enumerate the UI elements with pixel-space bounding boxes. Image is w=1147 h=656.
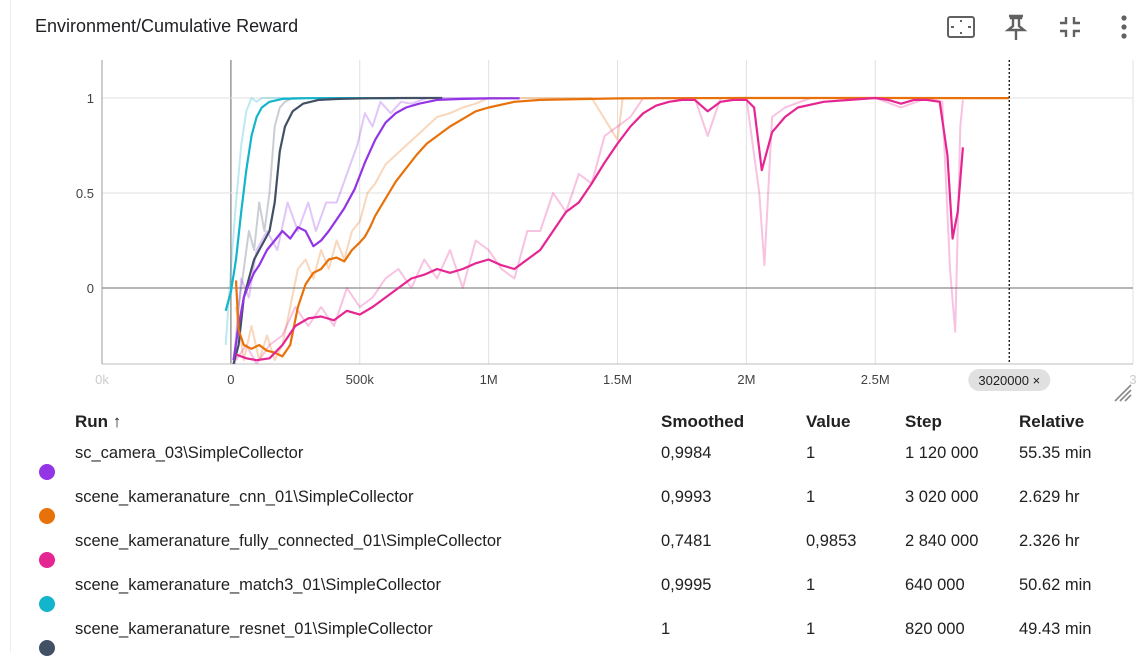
series-smoothed-line (232, 96, 443, 364)
step-value: 640 000 (905, 576, 965, 594)
smoothed-value: 0,9984 (661, 444, 712, 462)
raw-value: 1 (806, 576, 816, 594)
smoothed-value: 1 (661, 620, 671, 638)
smoothed-value: 0,9993 (661, 488, 712, 506)
smoothed-value: 0,9995 (661, 576, 712, 594)
y-tick-label: 0.5 (76, 186, 94, 201)
step-value: 1 120 000 (905, 444, 979, 462)
relative-time: 2.326 hr (1019, 532, 1080, 550)
raw-value: 0,9853 (806, 532, 857, 550)
raw-value: 1 (806, 620, 816, 638)
run-name: sc_camera_03\SimpleCollector (75, 444, 304, 462)
relative-time: 50.62 min (1019, 576, 1092, 594)
x-tick-label: 500k (346, 372, 375, 387)
column-header-smoothed[interactable]: Smoothed (661, 412, 745, 431)
run-name: scene_kameranature_fully_connected_01\Si… (75, 532, 502, 550)
collapse-icon[interactable] (1053, 10, 1087, 44)
table-row: sc_camera_03\SimpleCollector 0,9984 1 1 … (0, 400, 1147, 480)
resize-handle-icon[interactable] (1113, 383, 1133, 408)
line-chart[interactable]: 0k 0 500k 1M 1.5M 2M 2.5M 3 1 0.5 0 3020000 × (0, 0, 1147, 400)
x-tick-label: 2M (737, 372, 755, 387)
smoothed-value: 0,7481 (661, 532, 712, 550)
x-tick-label: 1M (480, 372, 498, 387)
hover-step-label: 3020000 × (978, 373, 1040, 388)
series-smoothed-line (224, 97, 396, 312)
run-color-swatch (39, 464, 55, 480)
series-raw-line (232, 97, 520, 364)
x-tick-label: 1.5M (603, 372, 632, 387)
column-header-value[interactable]: Value (806, 412, 851, 431)
run-color-swatch (39, 596, 55, 612)
series-smoothed-line (232, 97, 520, 361)
card-title: Environment/Cumulative Reward (35, 16, 299, 36)
hover-step-pill (968, 369, 1051, 391)
column-header-relative[interactable]: Relative (1019, 412, 1085, 431)
x-tick-label: 0 (227, 372, 234, 387)
x-tick-label: 0k (95, 372, 109, 387)
series-raw-line (235, 97, 964, 364)
table-row: scene_kameranature_cnn_01\SimpleCollecto… (0, 444, 1147, 524)
step-value: 3 020 000 (905, 488, 979, 506)
series-smoothed-line (234, 96, 1010, 358)
relative-time: 55.35 min (1019, 444, 1092, 462)
run-color-swatch (39, 640, 55, 656)
x-tick-label: 3 (1129, 372, 1136, 387)
step-value: 820 000 (905, 620, 965, 638)
column-header-run[interactable]: Run ↑ (75, 412, 122, 431)
x-tick-label: 2.5M (861, 372, 890, 387)
step-value: 2 840 000 (905, 532, 979, 550)
run-name: scene_kameranature_resnet_01\SimpleColle… (75, 620, 433, 638)
y-tick-label: 1 (87, 91, 94, 106)
relative-time: 2.629 hr (1019, 488, 1080, 506)
relative-time: 49.43 min (1019, 620, 1092, 638)
run-color-swatch (39, 508, 55, 524)
table-row: scene_kameranature_match3_01\SimpleColle… (0, 532, 1147, 612)
series-smoothed-line (235, 96, 964, 362)
fit-domain-icon[interactable] (944, 10, 978, 44)
raw-value: 1 (806, 444, 816, 462)
table-row: scene_kameranature_fully_connected_01\Si… (0, 488, 1147, 568)
more-vert-icon[interactable] (1107, 10, 1141, 44)
card-left-border (10, 0, 11, 652)
run-color-swatch (39, 552, 55, 568)
column-header-step[interactable]: Step (905, 412, 942, 431)
run-name: scene_kameranature_cnn_01\SimpleCollecto… (75, 488, 414, 506)
pin-icon[interactable] (999, 10, 1033, 44)
y-tick-label: 0 (87, 281, 94, 296)
run-name: scene_kameranature_match3_01\SimpleColle… (75, 576, 441, 594)
raw-value: 1 (806, 488, 816, 506)
table-row: scene_kameranature_resnet_01\SimpleColle… (0, 576, 1147, 656)
